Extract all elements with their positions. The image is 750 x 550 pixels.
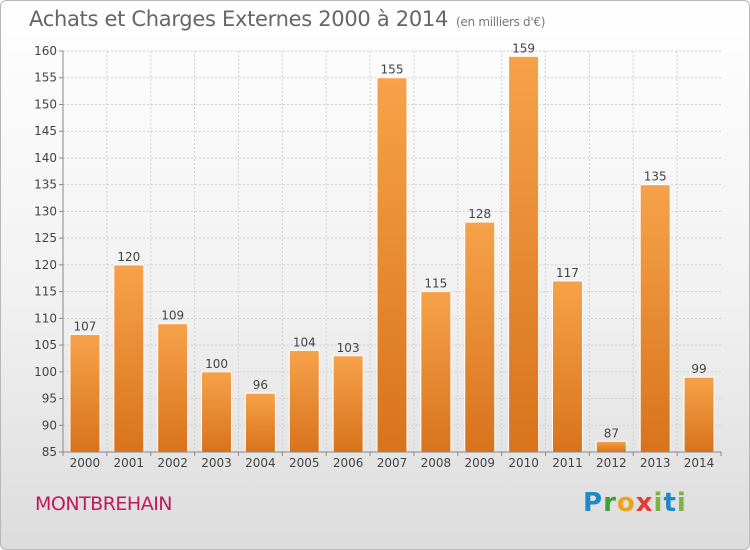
y-tick-label: 100 xyxy=(34,365,57,379)
x-tick-label: 2003 xyxy=(201,456,232,470)
logo-letter: i xyxy=(676,488,687,518)
y-tick-label: 140 xyxy=(34,151,57,165)
bar-value-label: 159 xyxy=(512,41,535,55)
x-tick-label: 2013 xyxy=(640,456,671,470)
x-tick-label: 2004 xyxy=(245,456,276,470)
bar-value-label: 100 xyxy=(205,357,228,371)
x-tick-label: 2002 xyxy=(157,456,188,470)
proxiti-logo: Proxiti xyxy=(583,488,687,518)
label-layer: 107 2000 120 2001 109 2002 100 2003 96 2004 104 200… xyxy=(70,41,715,470)
x-tick-label: 2009 xyxy=(464,456,495,470)
x-tick-label: 2001 xyxy=(114,456,145,470)
bar xyxy=(639,184,671,453)
bar-value-label: 87 xyxy=(604,426,619,440)
x-tick-label: 2000 xyxy=(70,456,101,470)
y-tick-label: 95 xyxy=(42,392,57,406)
y-tick-label: 90 xyxy=(42,418,57,432)
bar xyxy=(113,264,145,453)
y-tick-label: 115 xyxy=(34,285,57,299)
logo-letter: P xyxy=(583,488,604,518)
bar-value-label: 120 xyxy=(117,250,140,264)
logo-letter: x xyxy=(635,488,654,518)
bar-layer xyxy=(69,55,715,453)
commune-name: MONTBREHAIN xyxy=(35,493,173,515)
y-tick-label: 130 xyxy=(34,204,57,218)
logo-letter: r xyxy=(603,488,617,518)
y-tick-label: 110 xyxy=(34,311,57,325)
y-tick-label: 155 xyxy=(34,71,57,85)
bar xyxy=(464,221,496,453)
y-tick-label: 150 xyxy=(34,97,57,111)
bar-value-label: 117 xyxy=(556,266,579,280)
bar xyxy=(551,280,583,453)
bar-value-label: 115 xyxy=(424,277,447,291)
bar xyxy=(595,440,627,453)
bar-value-label: 99 xyxy=(691,362,706,376)
bar-value-label: 155 xyxy=(381,63,404,77)
bar xyxy=(69,333,101,453)
x-tick-label: 2008 xyxy=(421,456,452,470)
y-tick-label: 105 xyxy=(34,338,57,352)
bar xyxy=(683,376,715,453)
chart-subtitle: (en milliers d'€) xyxy=(456,15,546,29)
chart-title: Achats et Charges Externes 2000 à 2014 (e… xyxy=(29,7,545,31)
chart-title-text: Achats et Charges Externes 2000 à 2014 xyxy=(29,7,449,31)
x-tick-label: 2014 xyxy=(684,456,715,470)
bar-value-label: 103 xyxy=(337,341,360,355)
y-tick-label: 145 xyxy=(34,124,57,138)
x-tick-label: 2007 xyxy=(377,456,408,470)
y-tick-label: 85 xyxy=(42,445,57,459)
bar-value-label: 135 xyxy=(644,170,667,184)
y-tick-label: 125 xyxy=(34,231,57,245)
logo-letter: t xyxy=(663,488,677,518)
bar xyxy=(376,77,408,453)
axis-layer: 85 90 95 100 105 110 115 120 125 130 135 140 145 150 1… xyxy=(34,44,722,459)
x-tick-label: 2006 xyxy=(333,456,364,470)
bar xyxy=(201,371,233,453)
y-tick-label: 120 xyxy=(34,258,57,272)
bar xyxy=(508,55,540,453)
bar xyxy=(244,392,276,453)
bar-value-label: 104 xyxy=(293,335,316,349)
bar-value-label: 109 xyxy=(161,309,184,323)
y-tick-label: 160 xyxy=(34,44,57,58)
bar-value-label: 128 xyxy=(468,207,491,221)
x-tick-label: 2005 xyxy=(289,456,320,470)
x-tick-label: 2012 xyxy=(596,456,627,470)
x-tick-label: 2010 xyxy=(508,456,539,470)
bar xyxy=(157,323,189,453)
bar-value-label: 107 xyxy=(73,319,96,333)
bar xyxy=(288,349,320,453)
bar xyxy=(420,291,452,453)
bar-value-label: 96 xyxy=(253,378,268,392)
logo-letter: i xyxy=(653,488,664,518)
logo-letter: o xyxy=(616,488,636,518)
y-tick-label: 135 xyxy=(34,178,57,192)
bar xyxy=(332,355,364,453)
x-tick-label: 2011 xyxy=(552,456,583,470)
